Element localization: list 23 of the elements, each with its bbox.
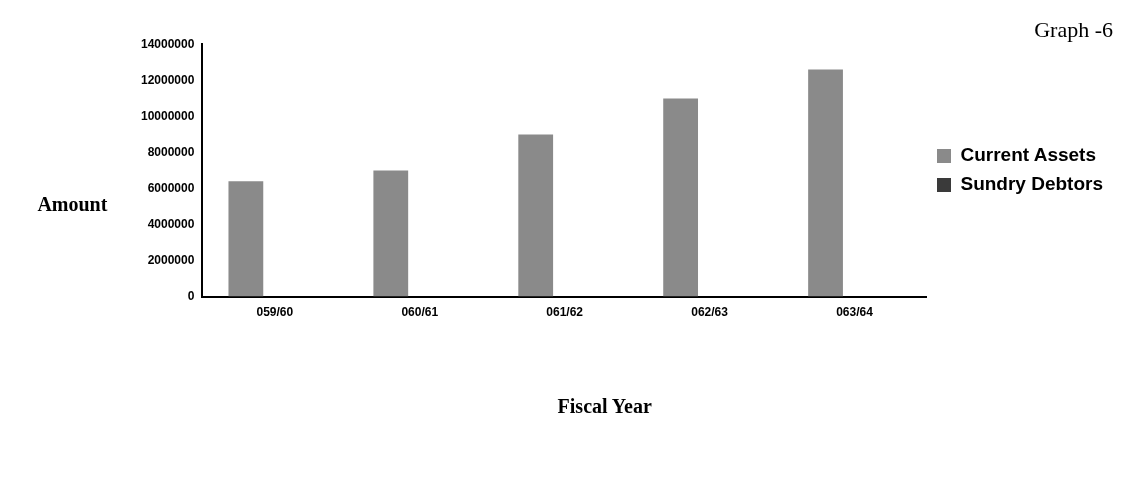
bar <box>663 98 699 297</box>
text: Graph -6 <box>1034 16 1113 42</box>
y-tick-label: 12000000 <box>141 72 195 87</box>
legend-label: Current Assets <box>960 144 1096 166</box>
bar <box>228 181 264 297</box>
x-tick-label: 059/60 <box>256 305 294 320</box>
bar <box>518 134 554 297</box>
x-tick-label: 060/61 <box>401 305 439 320</box>
y-tick-label: 6000000 <box>147 180 195 195</box>
y-axis-title: Amount <box>37 192 108 215</box>
x-axis-title: Fiscal Year <box>557 395 652 418</box>
legend-label: Sundry Debtors <box>960 173 1104 195</box>
bar <box>373 170 409 297</box>
x-tick-label: 061/62 <box>546 305 584 320</box>
x-tick-label: 062/63 <box>691 305 729 320</box>
y-tick-label: 2000000 <box>147 252 195 267</box>
y-tick-label: 8000000 <box>147 144 195 159</box>
y-tick-label: 14000000 <box>141 36 195 51</box>
y-tick-label: 10000000 <box>141 108 195 123</box>
y-tick-label: 0 <box>187 288 195 303</box>
x-tick-label: 063/64 <box>836 305 874 320</box>
y-tick-label: 4000000 <box>147 216 195 231</box>
bar <box>808 69 843 297</box>
